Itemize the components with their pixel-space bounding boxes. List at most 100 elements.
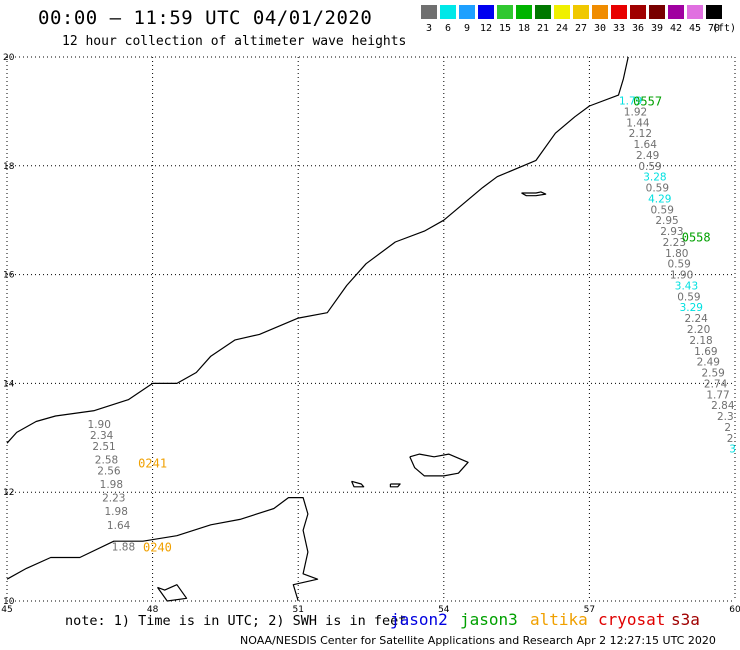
swh-value: 1.77 bbox=[706, 389, 729, 401]
swh-value: 0.59 bbox=[667, 259, 690, 271]
mission-label: cryosat bbox=[598, 610, 666, 629]
scale-swatch bbox=[421, 5, 437, 19]
swh-value: 2.95 bbox=[655, 215, 678, 227]
scale-swatch bbox=[516, 5, 532, 19]
swh-value: 0.59 bbox=[677, 291, 700, 303]
pass-time-label: 0240 bbox=[143, 541, 172, 555]
scale-label: 21 bbox=[537, 23, 550, 34]
scale-label: 18 bbox=[518, 23, 531, 34]
scale-unit: (ft) bbox=[712, 23, 737, 34]
scale-swatch bbox=[611, 5, 627, 19]
swh-value: 2.49 bbox=[697, 357, 720, 369]
swh-value: 2 bbox=[727, 433, 734, 445]
swh-value: 3.29 bbox=[680, 302, 703, 314]
track-values: 1.791.921.442.121.642.490.593.280.594.29… bbox=[88, 96, 736, 554]
lat-tick-label: 12 bbox=[3, 488, 14, 498]
swh-value: 2.23 bbox=[663, 237, 686, 249]
credit-line: NOAA/NESDIS Center for Satellite Applica… bbox=[240, 634, 716, 647]
scale-label: 3 bbox=[426, 23, 433, 34]
lat-tick-label: 20 bbox=[3, 53, 15, 63]
page-subtitle: 12 hour collection of altimeter wave hei… bbox=[62, 34, 407, 49]
scale-swatch bbox=[497, 5, 513, 19]
coastline-islet-2 bbox=[389, 483, 401, 488]
swh-value: 2.58 bbox=[95, 455, 118, 467]
map-grid bbox=[6, 56, 736, 602]
mission-label: s3a bbox=[671, 610, 700, 629]
scale-label: 15 bbox=[499, 23, 512, 34]
coastline-arabia-coast bbox=[6, 56, 629, 444]
lon-tick-label: 57 bbox=[584, 605, 595, 615]
mission-label: jason3 bbox=[460, 610, 518, 629]
scale-label: 45 bbox=[689, 23, 702, 34]
swh-value: 0.59 bbox=[651, 204, 674, 216]
swh-value: 2.59 bbox=[701, 368, 724, 380]
swh-value: 2.12 bbox=[629, 128, 652, 140]
coastline-islet-1 bbox=[351, 480, 365, 488]
swh-value: 1.79 bbox=[619, 96, 642, 108]
swh-value: 0.59 bbox=[646, 183, 669, 195]
swh-value: 3.43 bbox=[675, 280, 698, 292]
scale-swatch bbox=[687, 5, 703, 19]
swh-value: 2.51 bbox=[92, 441, 115, 453]
scale-swatch bbox=[535, 5, 551, 19]
scale-swatch bbox=[459, 5, 475, 19]
scale-label: 39 bbox=[651, 23, 664, 34]
scale-label: 6 bbox=[445, 23, 452, 34]
pass-time-label: 0557 bbox=[633, 95, 662, 109]
scale-label: 12 bbox=[480, 23, 493, 34]
swh-value: 1.90 bbox=[88, 419, 111, 431]
swh-value: 0.59 bbox=[638, 161, 661, 173]
swh-value: 2.3 bbox=[717, 411, 734, 423]
swh-value: 1.64 bbox=[634, 139, 658, 151]
swh-value: 1.98 bbox=[100, 479, 123, 491]
mission-label: altika bbox=[530, 610, 588, 629]
scale-swatch bbox=[478, 5, 494, 19]
lon-tick-label: 45 bbox=[1, 605, 12, 615]
swh-value: 2.56 bbox=[97, 465, 121, 477]
swh-value: 2.24 bbox=[684, 313, 708, 325]
lat-tick-label: 16 bbox=[3, 271, 15, 281]
scale-label: 9 bbox=[464, 23, 471, 34]
swh-value: 1.88 bbox=[112, 542, 135, 554]
coastline-socotra bbox=[409, 453, 469, 477]
scale-swatch bbox=[630, 5, 646, 19]
scale-label: 36 bbox=[632, 23, 645, 34]
swh-value: 3 bbox=[729, 444, 736, 456]
lon-tick-label: 51 bbox=[292, 605, 303, 615]
scale-label: 70 bbox=[708, 23, 721, 34]
scale-swatch bbox=[554, 5, 570, 19]
swh-value: 1.98 bbox=[105, 506, 128, 518]
swh-value: 3.28 bbox=[643, 172, 666, 184]
swh-value: 2.18 bbox=[689, 335, 712, 347]
scale-label: 33 bbox=[613, 23, 626, 34]
swh-value: 1.69 bbox=[694, 346, 717, 358]
swh-value: 1.90 bbox=[670, 270, 693, 282]
swh-value: 4.29 bbox=[648, 193, 671, 205]
pass-time-label: 0558 bbox=[682, 231, 711, 245]
scale-label: 42 bbox=[670, 23, 683, 34]
lat-tick-label: 10 bbox=[3, 597, 15, 607]
coastline-kuria-muria bbox=[521, 191, 547, 197]
swh-value: 1.92 bbox=[624, 106, 647, 118]
swh-value: 1.44 bbox=[626, 117, 650, 129]
mission-label: jason2 bbox=[390, 610, 448, 629]
axis-tick-labels: 45 48 51 54 57 60 20 18 16 14 12 10 bbox=[1, 53, 740, 615]
lon-tick-label: 60 bbox=[729, 605, 740, 615]
swh-value: 1.80 bbox=[665, 248, 688, 260]
scale-label: 30 bbox=[594, 23, 607, 34]
lat-tick-label: 18 bbox=[3, 162, 15, 172]
scale-label: 24 bbox=[556, 23, 569, 34]
coastlines bbox=[6, 56, 629, 602]
scale-swatch bbox=[592, 5, 608, 19]
scale-swatch bbox=[649, 5, 665, 19]
swh-value: 2.23 bbox=[102, 493, 125, 505]
swh-value: 2.49 bbox=[636, 150, 659, 162]
footer-note: note: 1) Time is in UTC; 2) SWH is in fe… bbox=[65, 613, 407, 629]
coastline-somalia-coast bbox=[6, 497, 319, 602]
scale-swatch bbox=[668, 5, 684, 19]
swh-value: 2.34 bbox=[90, 430, 114, 442]
pass-time-label: 0241 bbox=[138, 456, 167, 470]
coastline-islet-4 bbox=[157, 584, 188, 602]
swh-value: 2.20 bbox=[687, 324, 710, 336]
